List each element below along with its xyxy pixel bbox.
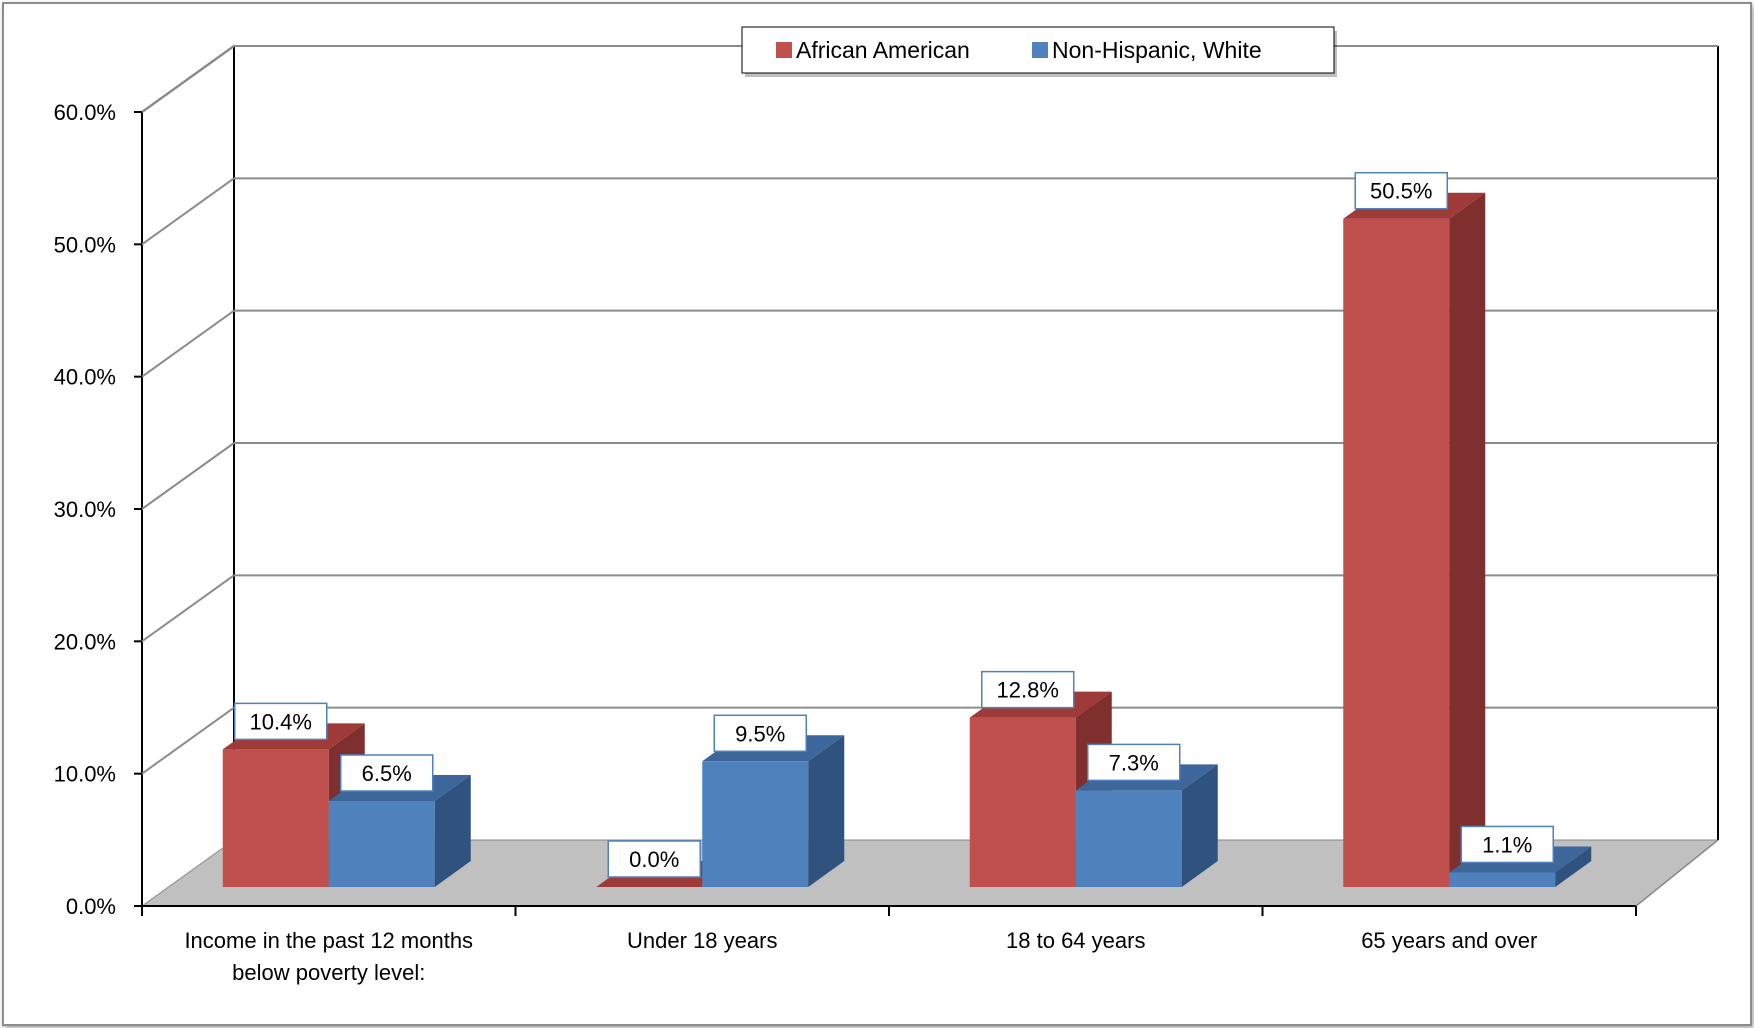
data-label: 50.5%	[1370, 179, 1432, 204]
category-label: below poverty level:	[232, 960, 425, 985]
gridline-side	[142, 575, 234, 641]
bar-front	[1076, 790, 1182, 887]
gridline-side	[142, 708, 234, 774]
data-label: 0.0%	[629, 847, 679, 872]
category-axis: Income in the past 12 months below povert…	[184, 928, 1537, 985]
data-label: 7.3%	[1109, 750, 1159, 775]
bar-front	[329, 801, 435, 887]
legend-swatch	[1032, 42, 1048, 58]
y-tick-label: 0.0%	[66, 894, 116, 919]
data-label: 9.5%	[735, 721, 785, 746]
legend-entry: African American	[796, 37, 970, 63]
data-label: 10.4%	[250, 709, 312, 734]
category-label: Income in the past 12 months	[184, 928, 473, 953]
y-tick-label: 20.0%	[54, 629, 116, 654]
y-tick-label: 50.0%	[54, 232, 116, 257]
legend-swatch	[776, 42, 792, 58]
legend-entry: Non-Hispanic, White	[1052, 37, 1262, 63]
bar-front	[223, 749, 329, 887]
data-label: 1.1%	[1482, 832, 1532, 857]
bar-front	[970, 718, 1076, 887]
category-label: 18 to 64 years	[1006, 928, 1145, 953]
category-label: 65 years and over	[1361, 928, 1537, 953]
gridline-side	[142, 311, 234, 377]
gridline-side	[142, 178, 234, 244]
bar-front	[1449, 872, 1555, 887]
gridline-side	[142, 443, 234, 509]
data-label: 6.5%	[362, 761, 412, 786]
gridline-side	[142, 46, 234, 112]
legend: African American Non-Hispanic, White	[742, 27, 1337, 77]
y-tick-label: 40.0%	[54, 365, 116, 390]
bar-front	[1343, 219, 1449, 887]
y-tick-label: 60.0%	[54, 100, 116, 125]
data-label: 12.8%	[997, 678, 1059, 703]
y-tick-label: 30.0%	[54, 497, 116, 522]
y-tick-label: 10.0%	[54, 762, 116, 787]
category-label: Under 18 years	[627, 928, 777, 953]
bar-side	[808, 735, 844, 887]
bar-side	[1449, 193, 1485, 887]
bar-front	[702, 761, 808, 887]
